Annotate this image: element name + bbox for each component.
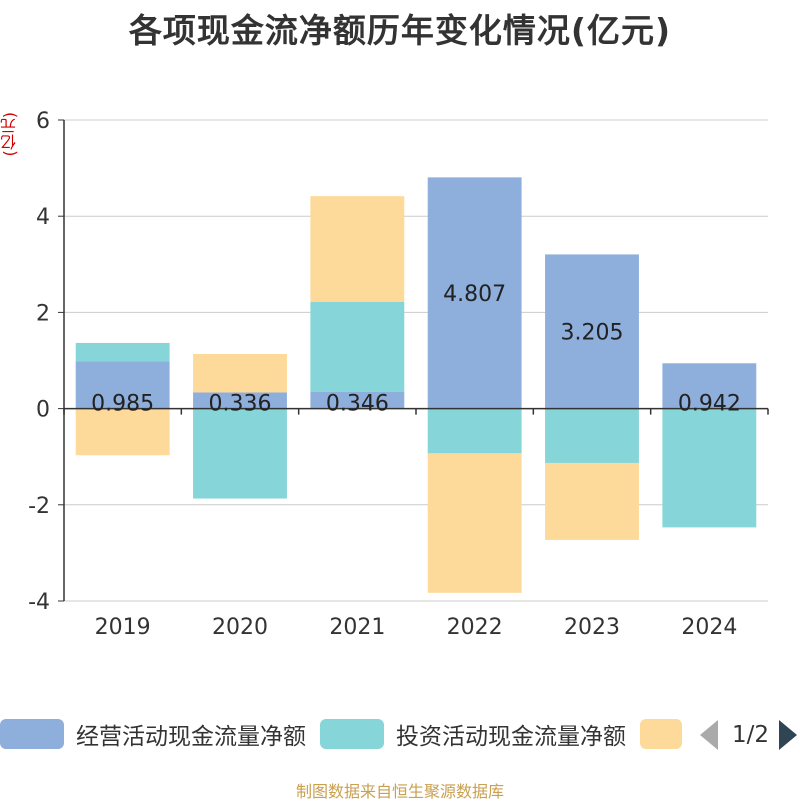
investing-bar (427, 408, 522, 454)
data-label: 0.942 (678, 392, 741, 417)
data-label: 3.205 (561, 321, 624, 346)
financing-bar (310, 196, 405, 303)
legend: 经营活动现金流量净额 投资活动现金流量净额 1/2 (0, 716, 800, 756)
operating-bar (662, 363, 757, 409)
next-page-arrow-icon[interactable] (779, 720, 798, 750)
operating-bar (310, 391, 405, 409)
data-label: 0.985 (91, 392, 154, 417)
data-label: 0.336 (209, 392, 272, 417)
data-label: 4.807 (443, 282, 506, 307)
legend-label-operating: 经营活动现金流量净额 (76, 724, 306, 750)
cashflow-chart: -4 -2 0 2 4 6 2019 2020 2021 2022 2023 2024 0.985 0.3… (28, 109, 769, 640)
legend-item-investing[interactable]: 投资活动现金流量净额 (320, 716, 626, 752)
y-tick-label: 6 (36, 109, 50, 134)
investing-bar (75, 342, 170, 362)
y-tick-label: -4 (28, 590, 50, 615)
x-tick-label: 2023 (564, 615, 620, 640)
legend-label-investing: 投资活动现金流量净额 (396, 724, 626, 750)
x-tick-label: 2019 (95, 615, 151, 640)
legend-swatch-operating (0, 719, 64, 749)
legend-item-operating[interactable]: 经营活动现金流量净额 (0, 716, 306, 752)
x-tick-label: 2020 (212, 615, 268, 640)
financing-bar (75, 408, 170, 456)
y-tick-label: -2 (28, 494, 50, 519)
y-tick-label: 2 (36, 301, 50, 326)
operating-bar (75, 361, 170, 409)
legend-swatch-investing (320, 719, 384, 749)
y-tick-label: 0 (36, 398, 50, 423)
x-tick-label: 2021 (329, 615, 385, 640)
investing-bar (545, 408, 639, 463)
legend-swatch-financing (640, 719, 682, 749)
financing-bar (193, 353, 287, 393)
prev-page-arrow-icon[interactable] (700, 720, 718, 750)
data-source-note: 制图数据来自恒生聚源数据库 (295, 782, 504, 801)
page-indicator: 1/2 (732, 722, 770, 748)
data-label: 0.346 (326, 392, 389, 417)
investing-bar (310, 302, 405, 392)
y-tick-label: 4 (36, 205, 50, 230)
financing-bar (427, 453, 522, 593)
x-tick-label: 2024 (681, 615, 737, 640)
operating-bar (193, 392, 287, 409)
legend-item-financing[interactable] (640, 716, 682, 752)
x-tick-label: 2022 (447, 615, 503, 640)
investing-bar (662, 408, 757, 528)
legend-pager: 1/2 (700, 718, 798, 752)
chart-title: 各项现金流净额历年变化情况(亿元) (128, 11, 672, 50)
financing-bar (545, 462, 639, 540)
operating-bar (545, 254, 639, 409)
investing-bar (193, 408, 287, 499)
operating-bar (427, 177, 522, 409)
